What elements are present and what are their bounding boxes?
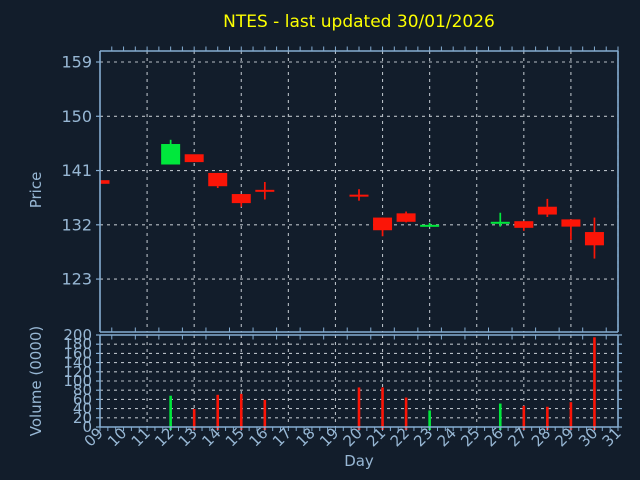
volume-tick-label: 120 <box>63 363 92 381</box>
volume-tick-label: 40 <box>73 400 92 418</box>
volume-bar-day-27 <box>522 405 526 430</box>
candle-body-day-26 <box>490 221 510 224</box>
candle-body-day-29 <box>561 219 581 227</box>
volume-bar-day-21 <box>381 387 384 430</box>
candle-body-day-9 <box>100 180 110 184</box>
candle-body-day-20 <box>349 194 369 197</box>
volume-bar-day-12 <box>169 395 172 430</box>
volume-bar-day-13 <box>192 409 196 430</box>
volume-bar-day-26 <box>498 403 502 430</box>
volume-bar-day-23 <box>428 410 431 430</box>
volume-bar-day-15 <box>239 393 243 430</box>
volume-tick-label: 80 <box>73 381 92 399</box>
volume-bar-day-28 <box>546 406 549 430</box>
candle-body-day-21 <box>373 217 393 231</box>
volume-tick-label: 180 <box>63 335 92 353</box>
candle-body-day-14 <box>208 172 228 187</box>
chart-title: NTES - last updated 30/01/2026 <box>223 12 495 32</box>
candle-body-day-13 <box>184 154 204 163</box>
volume-bar-day-14 <box>216 394 220 430</box>
candle-body-day-28 <box>537 206 557 215</box>
candle-body-day-30 <box>584 232 604 246</box>
candle-body-day-22 <box>396 213 416 222</box>
price-tick-label: 123 <box>61 270 92 289</box>
volume-tick-label: 140 <box>63 354 92 372</box>
price-tick-label: 132 <box>61 215 92 234</box>
volume-tick-label: 100 <box>63 372 92 390</box>
volume-bar-day-30 <box>593 337 596 430</box>
price-tick-label: 141 <box>61 161 92 180</box>
price-tick-label: 159 <box>61 53 92 72</box>
candle-body-day-23 <box>420 224 440 227</box>
candle-body-day-12 <box>161 144 181 165</box>
volume-bar-day-20 <box>357 387 361 430</box>
candle-body-day-27 <box>514 221 534 228</box>
volume-tick-label: 200 <box>63 326 92 344</box>
volume-tick-label: 160 <box>63 344 92 362</box>
volume-bar-day-29 <box>569 402 573 430</box>
volume-tick-label: 60 <box>73 390 92 408</box>
volume-tick-label: 20 <box>73 409 92 427</box>
candle-body-day-15 <box>231 194 251 204</box>
candle-body-day-16 <box>255 189 275 192</box>
price-tick-label: 150 <box>61 107 92 126</box>
volume-bar-day-16 <box>263 399 267 430</box>
volume-bar-day-22 <box>404 397 408 430</box>
volume-tick-label: 0 <box>82 418 92 436</box>
x-axis-label: Day <box>344 452 374 470</box>
